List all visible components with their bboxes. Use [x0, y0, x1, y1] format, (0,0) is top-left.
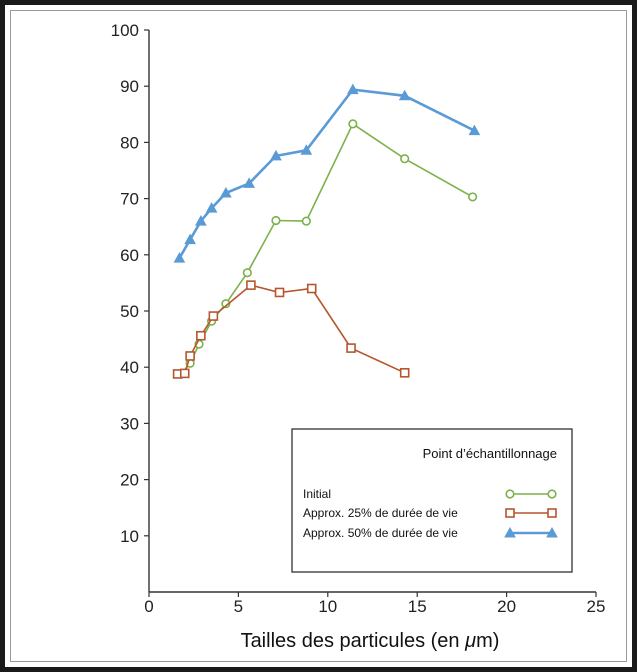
- series-3: [173, 83, 481, 263]
- series-line: [180, 122, 473, 375]
- y-tick-label: 50: [120, 302, 139, 321]
- y-tick-label: 70: [120, 190, 139, 209]
- data-point: [274, 287, 285, 298]
- data-point: [468, 192, 478, 202]
- data-point: [306, 283, 317, 294]
- x-tick-label: 10: [318, 597, 337, 616]
- legend: Point d’échantillonnage Initial Approx. 25…: [291, 428, 573, 573]
- axes: 10 20 30 40 50 60 70 80 90 100 0 5 10 15 20 25: [111, 21, 606, 616]
- data-point: [271, 215, 281, 226]
- legend-marker: [504, 526, 516, 538]
- data-point: [173, 252, 186, 263]
- series-1: [176, 119, 478, 379]
- data-point: [179, 368, 190, 379]
- x-tick-label: 0: [144, 597, 153, 616]
- data-point: [246, 280, 256, 290]
- data-point: [400, 154, 410, 164]
- data-point: [208, 311, 219, 321]
- data-point: [196, 330, 206, 341]
- legend-marker: [547, 489, 557, 499]
- chart-inner-border: [10, 10, 627, 662]
- data-point: [468, 124, 481, 136]
- legend-marker: [546, 526, 558, 538]
- data-point: [398, 89, 411, 101]
- y-tick-label: 30: [120, 414, 139, 433]
- data-point: [242, 268, 252, 278]
- legend-label: Initial: [303, 487, 331, 501]
- x-axis-label: Tailles des particules (en μm): [241, 630, 500, 652]
- x-tick-label: 25: [587, 597, 606, 616]
- legend-label: Approx. 25% de durée de vie: [303, 506, 458, 520]
- data-point: [270, 149, 282, 161]
- y-tick-label: 40: [120, 358, 139, 377]
- data-point: [220, 186, 232, 198]
- data-point: [300, 144, 313, 155]
- data-point: [346, 83, 359, 95]
- data-point: [221, 299, 231, 309]
- legend-marker: [547, 508, 557, 518]
- data-point: [205, 202, 218, 213]
- series-layer: [172, 83, 481, 379]
- legend-marker: [505, 489, 515, 499]
- x-tick-label: 15: [408, 597, 427, 616]
- legend-marker: [505, 508, 515, 518]
- legend-box: [291, 428, 573, 573]
- data-point: [346, 343, 356, 353]
- data-point: [243, 177, 255, 188]
- y-tick-label: 100: [111, 21, 139, 40]
- series-line: [177, 284, 406, 375]
- legend-label: Approx. 50% de durée de vie: [303, 526, 458, 540]
- data-point: [184, 233, 196, 245]
- series-2: [172, 280, 410, 379]
- data-point: [399, 368, 410, 378]
- y-tick-label: 20: [120, 471, 139, 490]
- y-tick-label: 60: [120, 246, 139, 265]
- x-tick-label: 5: [234, 597, 243, 616]
- x-tick-label: 20: [497, 597, 516, 616]
- data-point: [195, 215, 207, 226]
- legend-title: Point d’échantillonnage: [423, 446, 557, 461]
- data-point: [348, 119, 358, 129]
- y-tick-label: 80: [120, 133, 139, 152]
- y-tick-label: 10: [120, 527, 139, 546]
- data-point: [185, 351, 195, 361]
- y-tick-label: 90: [120, 77, 139, 96]
- data-point: [301, 216, 311, 226]
